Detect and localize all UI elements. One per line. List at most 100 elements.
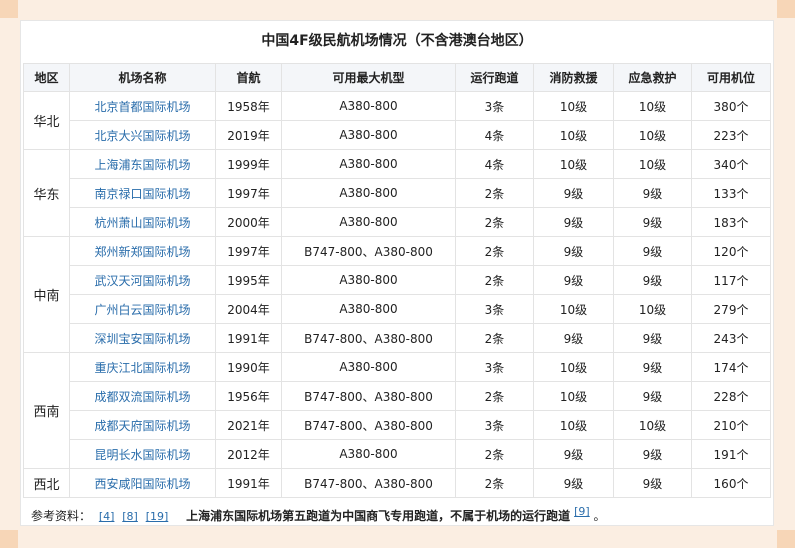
runways-cell: 3条	[455, 352, 534, 382]
emergency-care-cell: 10级	[613, 91, 692, 121]
references-label: 参考资料：	[31, 509, 92, 523]
first-flight-cell: 1991年	[215, 323, 282, 353]
table-title: 中国4F级民航机场情况（不含港澳台地区）	[261, 33, 533, 49]
aircraft-cell: A380-800	[281, 439, 456, 469]
col-header-aircraft: 可用最大机型	[281, 63, 456, 92]
table-row: 杭州萧山国际机场 2000年 A380-800 2条 9级 9级 183个	[24, 207, 771, 237]
footnote-text: 上海浦东国际机场第五跑道为中国商飞专用跑道，不属于机场的运行跑道	[186, 509, 571, 523]
runways-cell: 2条	[455, 207, 534, 237]
table-row: 成都天府国际机场 2021年 B747-800、A380-800 3条 10级 10级 21…	[24, 410, 771, 440]
airport-link[interactable]: 郑州新郑国际机场	[94, 244, 191, 259]
airport-link[interactable]: 北京大兴国际机场	[94, 128, 191, 143]
first-flight-cell: 1958年	[215, 91, 282, 121]
stands-cell: 340个	[691, 149, 771, 179]
first-flight-cell: 1999年	[215, 149, 282, 179]
airport-name-cell: 郑州新郑国际机场	[69, 236, 216, 266]
stands-cell: 279个	[691, 294, 771, 324]
table-row: 昆明长水国际机场 2012年 A380-800 2条 9级 9级 191个	[24, 439, 771, 469]
stands-cell: 243个	[691, 323, 771, 353]
airport-name-cell: 南京禄口国际机场	[69, 178, 216, 208]
region-cell: 西北	[23, 468, 70, 498]
runways-cell: 2条	[455, 265, 534, 295]
runways-cell: 3条	[455, 294, 534, 324]
aircraft-cell: A380-800	[281, 149, 456, 179]
aircraft-cell: A380-800	[281, 207, 456, 237]
reference-link-19[interactable]: [19]	[145, 510, 169, 523]
table-row: 西北 西安咸阳国际机场 1991年 B747-800、A380-800 2条 9级 9级 16…	[23, 468, 771, 498]
airport-name-cell: 重庆江北国际机场	[69, 352, 216, 382]
fire-rescue-cell: 9级	[533, 439, 614, 469]
emergency-care-cell: 10级	[613, 120, 692, 150]
fire-rescue-cell: 10级	[533, 91, 614, 121]
runways-cell: 2条	[455, 439, 534, 469]
table-row: 华东 上海浦东国际机场 1999年 A380-800 4条 10级 10级 340个	[23, 149, 771, 237]
airport-link[interactable]: 西安咸阳国际机场	[94, 476, 191, 491]
first-flight-cell: 1997年	[215, 236, 282, 266]
fire-rescue-cell: 10级	[533, 381, 614, 411]
airport-link[interactable]: 杭州萧山国际机场	[94, 215, 191, 230]
col-header-runways: 运行跑道	[455, 63, 534, 92]
airport-table: 地区 机场名称 首航 可用最大机型 运行跑道 消防救援 应急救护 可用机位 华北…	[23, 63, 771, 498]
fire-rescue-cell: 9级	[533, 178, 614, 208]
stands-cell: 174个	[691, 352, 771, 382]
reference-link-9[interactable]: [9]	[574, 505, 590, 518]
aircraft-cell: B747-800、A380-800	[281, 381, 456, 411]
fire-rescue-cell: 9级	[533, 265, 614, 295]
emergency-care-cell: 9级	[613, 178, 692, 208]
airport-link[interactable]: 广州白云国际机场	[94, 302, 191, 317]
col-header-name: 机场名称	[69, 63, 216, 92]
table-row: 成都双流国际机场 1956年 B747-800、A380-800 2条 10级 9级 228…	[24, 381, 771, 411]
runways-cell: 2条	[455, 468, 534, 498]
airport-link[interactable]: 昆明长水国际机场	[94, 447, 191, 462]
airport-name-cell: 北京大兴国际机场	[69, 120, 216, 150]
runways-cell: 2条	[455, 381, 534, 411]
airport-link[interactable]: 上海浦东国际机场	[94, 157, 191, 172]
airport-link[interactable]: 武汉天河国际机场	[94, 273, 191, 288]
runways-cell: 2条	[455, 178, 534, 208]
aircraft-cell: A380-800	[281, 352, 456, 382]
reference-link-8[interactable]: [8]	[122, 510, 138, 523]
region-cell: 中南	[23, 236, 70, 353]
header-row: 地区 机场名称 首航 可用最大机型 运行跑道 消防救援 应急救护 可用机位	[23, 63, 771, 92]
emergency-care-cell: 9级	[613, 207, 692, 237]
airport-link[interactable]: 成都天府国际机场	[94, 418, 191, 433]
fire-rescue-cell: 9级	[533, 468, 614, 498]
fire-rescue-cell: 9级	[533, 207, 614, 237]
airport-link[interactable]: 重庆江北国际机场	[94, 360, 191, 375]
table-row: 南京禄口国际机场 1997年 A380-800 2条 9级 9级 133个	[24, 178, 771, 208]
fire-rescue-cell: 10级	[533, 352, 614, 382]
first-flight-cell: 1990年	[215, 352, 282, 382]
emergency-care-cell: 9级	[613, 265, 692, 295]
fire-rescue-cell: 10级	[533, 149, 614, 179]
runways-cell: 2条	[455, 323, 534, 353]
col-header-stands: 可用机位	[691, 63, 771, 92]
table-row: 广州白云国际机场 2004年 A380-800 3条 10级 10级 279个	[24, 294, 771, 324]
airport-name-cell: 西安咸阳国际机场	[69, 468, 216, 498]
col-header-region: 地区	[23, 63, 70, 92]
airport-link[interactable]: 南京禄口国际机场	[94, 186, 191, 201]
col-header-year: 首航	[215, 63, 282, 92]
first-flight-cell: 2000年	[215, 207, 282, 237]
aircraft-cell: B747-800、A380-800	[281, 468, 456, 498]
region-cell: 西南	[23, 352, 70, 469]
airport-link[interactable]: 北京首都国际机场	[94, 99, 191, 114]
airport-link[interactable]: 成都双流国际机场	[94, 389, 191, 404]
references-footer: 参考资料： [4] [8] [19] 上海浦东国际机场第五跑道为中国商飞专用跑道…	[21, 499, 773, 525]
stands-cell: 223个	[691, 120, 771, 150]
table-row: 华北 北京首都国际机场 1958年 A380-800 3条 10级 10级 380个	[23, 91, 771, 150]
col-header-fire: 消防救援	[533, 63, 614, 92]
aircraft-cell: A380-800	[281, 120, 456, 150]
airport-link[interactable]: 深圳宝安国际机场	[94, 331, 191, 346]
fire-rescue-cell: 9级	[533, 236, 614, 266]
stands-cell: 228个	[691, 381, 771, 411]
stands-cell: 120个	[691, 236, 771, 266]
emergency-care-cell: 10级	[613, 149, 692, 179]
emergency-care-cell: 9级	[613, 323, 692, 353]
reference-link-4[interactable]: [4]	[98, 510, 115, 523]
runways-cell: 2条	[455, 236, 534, 266]
airport-name-cell: 上海浦东国际机场	[69, 149, 216, 179]
region-cell: 华东	[23, 149, 70, 237]
table-card: 中国4F级民航机场情况（不含港澳台地区） 地区 机场名称 首航 可用最大机型 运…	[20, 20, 774, 526]
emergency-care-cell: 9级	[613, 381, 692, 411]
